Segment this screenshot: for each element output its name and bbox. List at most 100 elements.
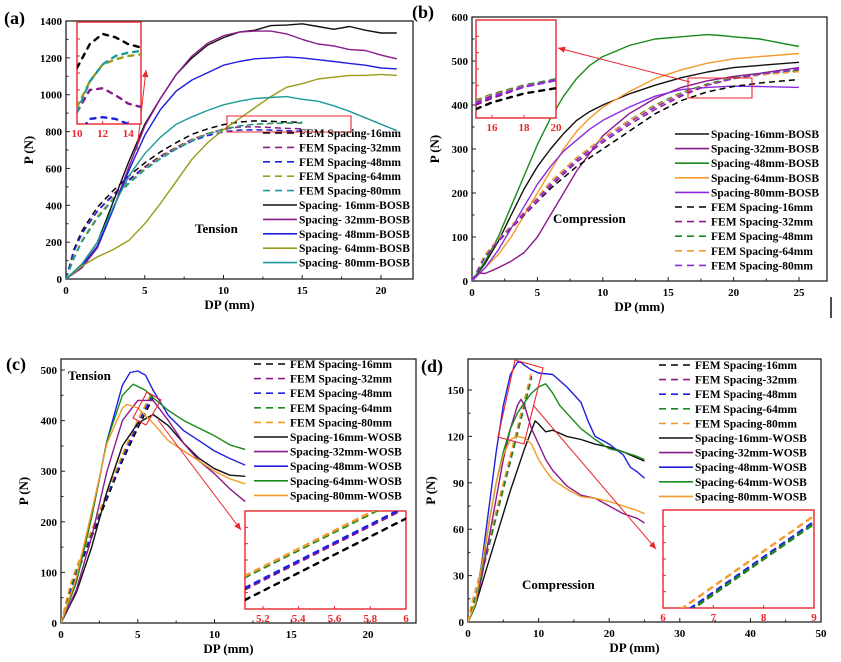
inset-series-line xyxy=(77,87,141,114)
legend-label: FEM Spacing-80mm xyxy=(299,186,401,198)
legend-label: Spacing-16mm-BOSB xyxy=(711,129,819,141)
series-group xyxy=(472,33,800,281)
legend-entry: FEM Spacing-80mm xyxy=(659,418,797,430)
y-tick-label: 600 xyxy=(452,12,469,24)
y-tick-label: 500 xyxy=(41,365,58,377)
legend-label: FEM Spacing-80mm xyxy=(711,260,813,272)
x-tick-label: 15 xyxy=(297,285,309,297)
legend-label: FEM Spacing-32mm xyxy=(695,375,797,387)
legend-label: Spacing-48mm-BOSB xyxy=(711,158,819,170)
series-line-spacing-80mm-wosb xyxy=(468,435,645,622)
series-line-fem-spacing-16mm xyxy=(66,120,303,279)
legend-entry: Spacing-64mm-WOSB xyxy=(659,477,807,489)
legend: FEM Spacing-16mm FEM Spacing-32mm FEM Spac… xyxy=(263,128,410,270)
legend: Spacing-16mm-BOSB Spacing-32mm-BOSB Spacin… xyxy=(675,129,819,272)
inset-x-tick-label: 12 xyxy=(97,128,109,140)
x-tick-label: 0 xyxy=(465,628,471,640)
legend-entry: Spacing-80mm-BOSB xyxy=(675,187,819,199)
inset-series xyxy=(476,78,556,111)
inset-series-line xyxy=(245,511,403,591)
y-tick-label: 0 xyxy=(57,274,63,286)
series-line-spacing-64mm-bosb xyxy=(66,73,397,279)
legend-entry: Spacing- 64mm-BOSB xyxy=(263,243,410,255)
inset-x-tick-label: 6 xyxy=(660,612,666,624)
series-line-fem-spacing-32mm xyxy=(66,126,303,279)
x-tick-label: 5 xyxy=(135,629,141,641)
inset-frame xyxy=(662,509,815,609)
legend-label: FEM Spacing-16mm xyxy=(290,359,392,371)
inset-x-tick-label: 6 xyxy=(403,613,409,625)
inset-series-line xyxy=(77,49,141,114)
y-tick-label: 300 xyxy=(452,144,469,156)
y-tick-label: 0 xyxy=(459,617,465,629)
legend-entry: FEM Spacing-64mm xyxy=(254,403,392,415)
inset-series xyxy=(680,514,814,608)
y-tick-label: 400 xyxy=(452,100,469,112)
legend-label: Spacing- 48mm-BOSB xyxy=(299,229,410,241)
legend-label: Spacing-48mm-WOSB xyxy=(290,461,402,473)
series-line-fem-spacing-48mm xyxy=(66,129,303,279)
series-line-spacing-16mm-wosb xyxy=(468,420,645,622)
inset-series-line xyxy=(476,78,556,104)
y-tick-label: 30 xyxy=(453,571,465,583)
y-axis-label: P (N) xyxy=(427,135,442,164)
legend-label: Spacing-48mm-WOSB xyxy=(695,462,807,474)
legend-entry: FEM Spacing-16mm xyxy=(263,128,401,140)
legend-entry: Spacing-16mm-WOSB xyxy=(659,433,807,445)
inset-zoom: 16 18 20 xyxy=(475,19,563,134)
annotation-text: Compression xyxy=(522,577,595,592)
legend-label: Spacing-32mm-WOSB xyxy=(290,447,402,459)
x-tick-label: 20 xyxy=(376,285,388,297)
y-tick-label: 200 xyxy=(452,188,469,200)
zoom-arrow-head xyxy=(142,70,149,78)
legend: FEM Spacing-16mm FEM Spacing-32mm FEM Spac… xyxy=(254,359,402,502)
x-tick-label: 15 xyxy=(286,629,298,641)
y-tick-label: 200 xyxy=(41,517,58,529)
legend-entry: Spacing- 80mm-BOSB xyxy=(263,258,410,270)
legend-entry: FEM Spacing-32mm xyxy=(263,142,401,154)
legend-entry: FEM Spacing-80mm xyxy=(263,186,401,198)
inset-zoom: 6 7 8 9 xyxy=(660,509,817,624)
series-line-fem-spacing-80mm xyxy=(468,371,533,622)
panel-label: (c) xyxy=(6,354,26,375)
legend-label: Spacing-64mm-BOSB xyxy=(711,173,819,185)
inset-series-line xyxy=(476,87,556,111)
series-line-spacing-48mm-bosb xyxy=(66,56,397,279)
inset-zoom: 5.2 5.4 5.6 5.8 6 xyxy=(244,510,409,625)
legend-label: FEM Spacing-32mm xyxy=(290,374,392,386)
x-axis-label: DP (mm) xyxy=(614,299,664,314)
legend-label: Spacing- 32mm-BOSB xyxy=(299,214,410,226)
zoom-arrow xyxy=(532,404,657,550)
legend-entry: Spacing-48mm-WOSB xyxy=(659,462,807,474)
y-tick-label: 0 xyxy=(463,276,469,288)
x-tick-label: 15 xyxy=(663,287,675,299)
series-group xyxy=(66,23,398,279)
inset-series-line xyxy=(245,511,400,590)
inset-x-tick-label: 5.6 xyxy=(328,613,342,625)
inset-x-tick-label: 5.2 xyxy=(256,613,270,625)
legend-label: Spacing-64mm-WOSB xyxy=(695,477,807,489)
series-line-fem-spacing-80mm xyxy=(472,68,800,281)
legend-label: FEM Spacing-64mm xyxy=(711,246,813,258)
y-axis: 0 200 400 600 800 1000 1200 1400 xyxy=(40,16,70,286)
annotation-text: Compression xyxy=(553,211,626,226)
inset-x-tick-label: 20 xyxy=(551,122,563,134)
inset-x-tick-label: 14 xyxy=(123,128,135,140)
y-tick-label: 90 xyxy=(453,478,465,490)
panel-d: 0 10 20 30 40 50 0 30 60 90 120 150 DP (mm) P (N) (d) C… xyxy=(421,356,827,655)
zoom-highlight-box xyxy=(132,391,162,426)
zoom-arrow xyxy=(157,419,242,531)
series-line-spacing-16mm-bosb xyxy=(472,61,800,281)
legend-label: Spacing-16mm-WOSB xyxy=(695,433,807,445)
inset-frame xyxy=(475,19,557,119)
series-line-spacing-32mm-wosb xyxy=(468,398,645,622)
legend-label: Spacing- 80mm-BOSB xyxy=(299,258,410,270)
x-tick-label: 10 xyxy=(533,628,545,640)
y-tick-label: 1200 xyxy=(40,53,63,65)
annotation-text: Tension xyxy=(68,368,112,383)
inset-series-line xyxy=(77,32,141,70)
panel-label: (d) xyxy=(421,356,443,377)
legend-entry: FEM Spacing-32mm xyxy=(675,217,813,229)
legend-entry: FEM Spacing-32mm xyxy=(659,375,797,387)
inset-series-line xyxy=(77,53,141,109)
